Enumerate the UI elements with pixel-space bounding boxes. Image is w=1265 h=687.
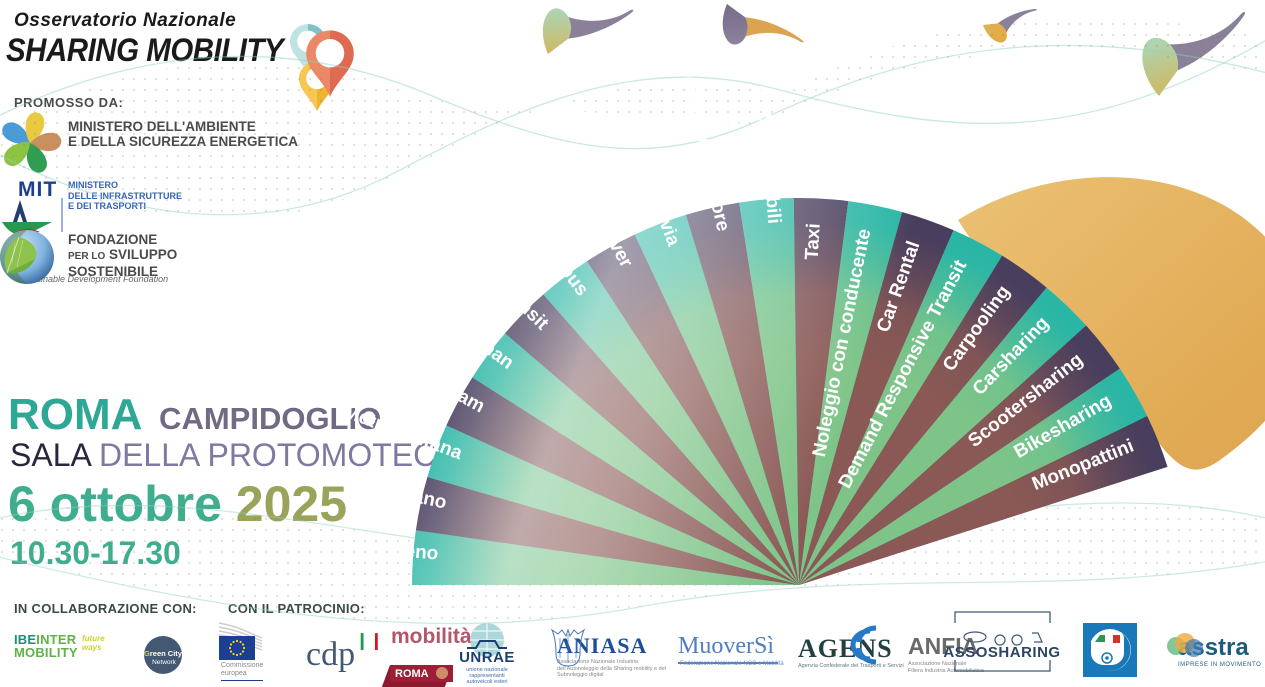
svg-text:Green City: Green City bbox=[144, 649, 183, 658]
svg-text:Treno: Treno bbox=[386, 540, 439, 565]
svg-text:Taxi: Taxi bbox=[802, 223, 825, 261]
svg-text:UNRAE: UNRAE bbox=[459, 649, 515, 666]
svg-text:Network: Network bbox=[152, 659, 177, 666]
svg-text:ROMA: ROMA bbox=[395, 668, 429, 680]
svg-text:People mover: People mover bbox=[557, 152, 636, 272]
svg-text:autoveicoli esteri: autoveicoli esteri bbox=[467, 679, 508, 685]
svg-text:ASSOSHARING: ASSOSHARING bbox=[943, 644, 1060, 661]
svg-text:Bus Rapid Transit: Bus Rapid Transit bbox=[423, 206, 553, 335]
